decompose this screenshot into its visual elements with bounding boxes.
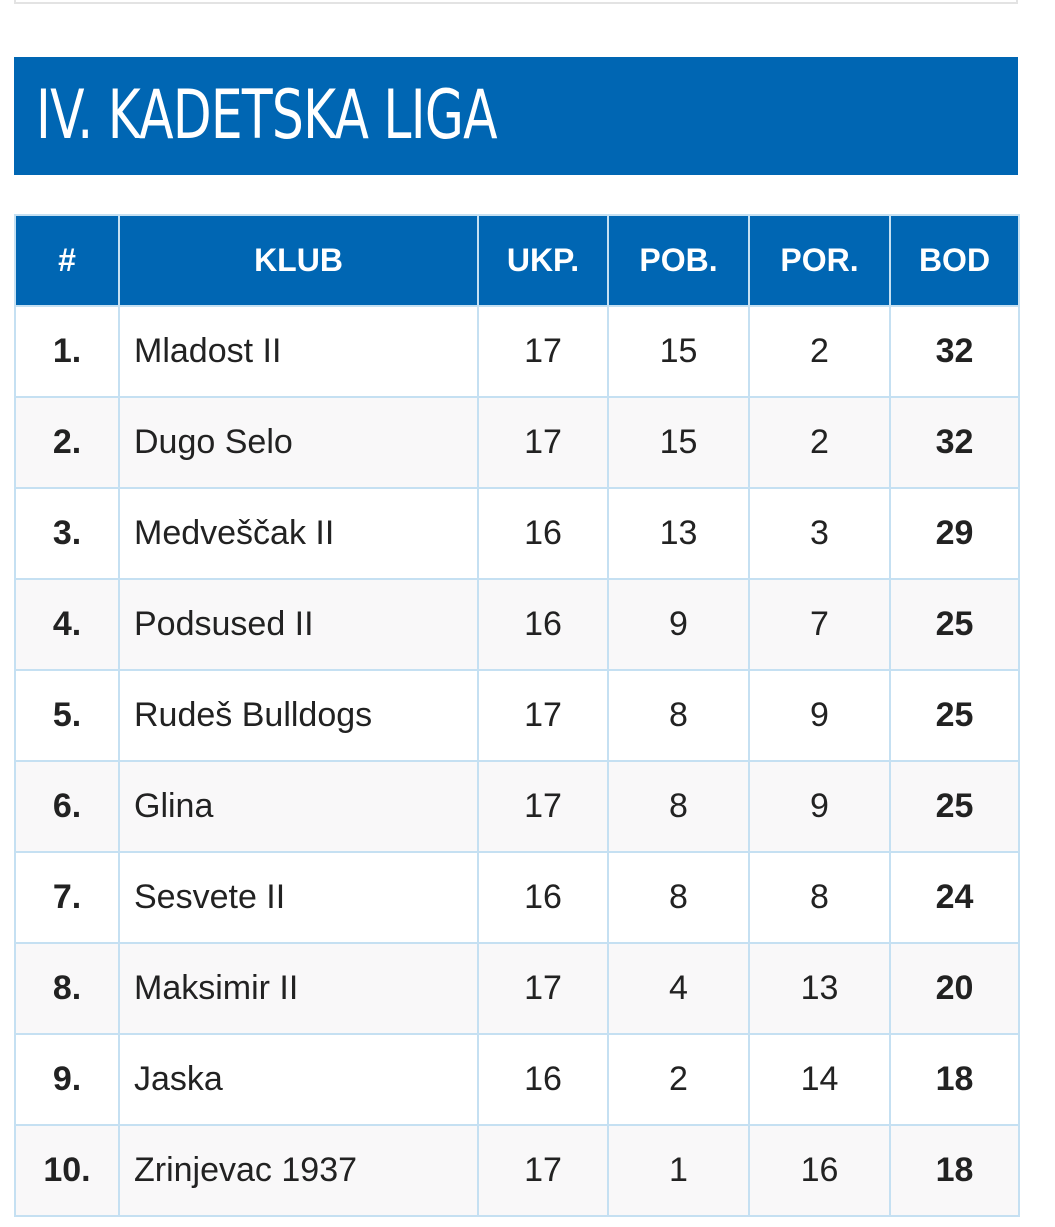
club-cell: Medveščak II bbox=[118, 487, 479, 580]
rank-cell: 6. bbox=[14, 760, 120, 853]
points-cell: 24 bbox=[889, 851, 1020, 944]
standings-header: # KLUB UKP. POB. POR. BOD bbox=[14, 214, 1020, 307]
table-row: 2. Dugo Selo 17 15 2 32 bbox=[14, 396, 1020, 489]
table-row: 6. Glina 17 8 9 25 bbox=[14, 760, 1020, 853]
wins-cell: 13 bbox=[607, 487, 750, 580]
rank-cell: 1. bbox=[14, 305, 120, 398]
club-cell: Glina bbox=[118, 760, 479, 853]
losses-cell: 9 bbox=[748, 669, 891, 762]
table-row: 3. Medveščak II 16 13 3 29 bbox=[14, 487, 1020, 580]
played-cell: 16 bbox=[477, 487, 609, 580]
played-cell: 17 bbox=[477, 1124, 609, 1217]
rank-cell: 5. bbox=[14, 669, 120, 762]
club-cell: Sesvete II bbox=[118, 851, 479, 944]
losses-cell: 13 bbox=[748, 942, 891, 1035]
points-cell: 32 bbox=[889, 396, 1020, 489]
header-losses: POR. bbox=[748, 214, 891, 307]
points-cell: 25 bbox=[889, 578, 1020, 671]
losses-cell: 9 bbox=[748, 760, 891, 853]
losses-cell: 3 bbox=[748, 487, 891, 580]
points-cell: 25 bbox=[889, 760, 1020, 853]
header-played: UKP. bbox=[477, 214, 609, 307]
club-cell: Zrinjevac 1937 bbox=[118, 1124, 479, 1217]
previous-card-edge bbox=[14, 0, 1018, 4]
points-cell: 18 bbox=[889, 1033, 1020, 1126]
losses-cell: 16 bbox=[748, 1124, 891, 1217]
points-cell: 32 bbox=[889, 305, 1020, 398]
table-row: 5. Rudeš Bulldogs 17 8 9 25 bbox=[14, 669, 1020, 762]
played-cell: 16 bbox=[477, 851, 609, 944]
club-cell: Podsused II bbox=[118, 578, 479, 671]
wins-cell: 2 bbox=[607, 1033, 750, 1126]
standings-table: # KLUB UKP. POB. POR. BOD 1. Mladost II … bbox=[14, 214, 1020, 1217]
league-title: IV. KADETSKA LIGA bbox=[36, 76, 498, 155]
rank-cell: 8. bbox=[14, 942, 120, 1035]
played-cell: 17 bbox=[477, 669, 609, 762]
played-cell: 16 bbox=[477, 578, 609, 671]
wins-cell: 8 bbox=[607, 760, 750, 853]
wins-cell: 9 bbox=[607, 578, 750, 671]
rank-cell: 2. bbox=[14, 396, 120, 489]
rank-cell: 9. bbox=[14, 1033, 120, 1126]
played-cell: 17 bbox=[477, 305, 609, 398]
table-row: 10. Zrinjevac 1937 17 1 16 18 bbox=[14, 1124, 1020, 1217]
losses-cell: 14 bbox=[748, 1033, 891, 1126]
table-row: 9. Jaska 16 2 14 18 bbox=[14, 1033, 1020, 1126]
rank-cell: 7. bbox=[14, 851, 120, 944]
points-cell: 29 bbox=[889, 487, 1020, 580]
wins-cell: 8 bbox=[607, 669, 750, 762]
header-wins: POB. bbox=[607, 214, 750, 307]
club-cell: Mladost II bbox=[118, 305, 479, 398]
league-title-banner: IV. KADETSKA LIGA bbox=[14, 57, 1018, 175]
losses-cell: 2 bbox=[748, 396, 891, 489]
points-cell: 18 bbox=[889, 1124, 1020, 1217]
table-row: 7. Sesvete II 16 8 8 24 bbox=[14, 851, 1020, 944]
played-cell: 17 bbox=[477, 942, 609, 1035]
club-cell: Jaska bbox=[118, 1033, 479, 1126]
played-cell: 16 bbox=[477, 1033, 609, 1126]
losses-cell: 2 bbox=[748, 305, 891, 398]
header-rank: # bbox=[14, 214, 120, 307]
rank-cell: 10. bbox=[14, 1124, 120, 1217]
wins-cell: 1 bbox=[607, 1124, 750, 1217]
table-row: 4. Podsused II 16 9 7 25 bbox=[14, 578, 1020, 671]
club-cell: Maksimir II bbox=[118, 942, 479, 1035]
losses-cell: 8 bbox=[748, 851, 891, 944]
played-cell: 17 bbox=[477, 760, 609, 853]
played-cell: 17 bbox=[477, 396, 609, 489]
club-cell: Dugo Selo bbox=[118, 396, 479, 489]
table-row: 1. Mladost II 17 15 2 32 bbox=[14, 305, 1020, 398]
wins-cell: 4 bbox=[607, 942, 750, 1035]
points-cell: 25 bbox=[889, 669, 1020, 762]
rank-cell: 4. bbox=[14, 578, 120, 671]
rank-cell: 3. bbox=[14, 487, 120, 580]
points-cell: 20 bbox=[889, 942, 1020, 1035]
header-row: # KLUB UKP. POB. POR. BOD bbox=[14, 214, 1020, 307]
standings-body: 1. Mladost II 17 15 2 32 2. Dugo Selo 17… bbox=[14, 305, 1020, 1217]
table-row: 8. Maksimir II 17 4 13 20 bbox=[14, 942, 1020, 1035]
wins-cell: 15 bbox=[607, 396, 750, 489]
wins-cell: 8 bbox=[607, 851, 750, 944]
losses-cell: 7 bbox=[748, 578, 891, 671]
wins-cell: 15 bbox=[607, 305, 750, 398]
header-club: KLUB bbox=[118, 214, 479, 307]
header-points: BOD bbox=[889, 214, 1020, 307]
club-cell: Rudeš Bulldogs bbox=[118, 669, 479, 762]
